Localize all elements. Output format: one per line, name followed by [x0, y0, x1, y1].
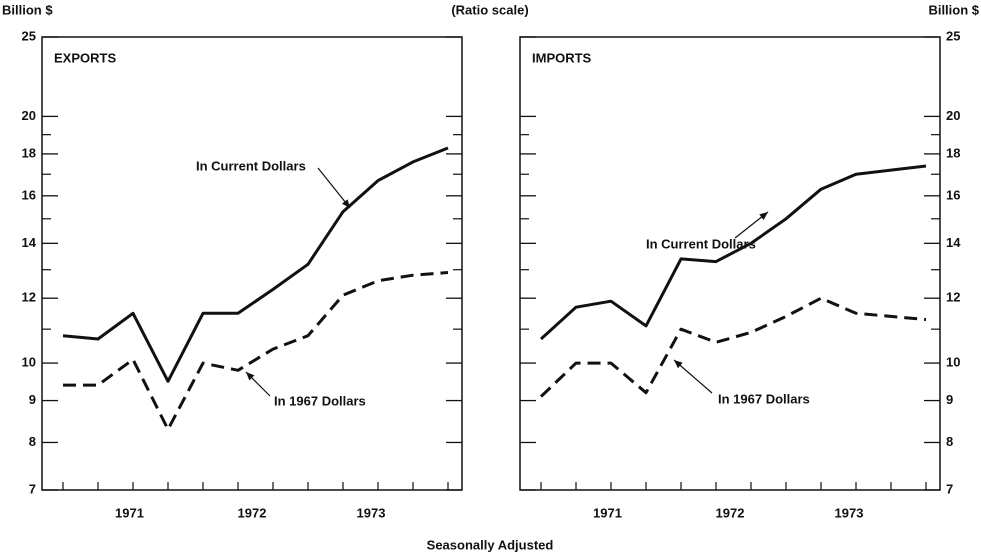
- y-tick-label: 8: [29, 434, 36, 449]
- y-tick-label: 14: [22, 235, 37, 250]
- y-tick-label: 16: [946, 187, 960, 202]
- x-tick-label: 1972: [238, 505, 267, 520]
- series-label: In 1967 Dollars: [274, 393, 366, 408]
- y-tick-label: 12: [946, 290, 960, 305]
- y-tick-label: 9: [946, 392, 953, 407]
- x-tick-label: 1971: [593, 505, 622, 520]
- y-axis-label: Billion $: [2, 2, 53, 17]
- scale-note: (Ratio scale): [451, 2, 528, 17]
- series-label: In 1967 Dollars: [718, 391, 810, 406]
- series-line: [539, 296, 927, 398]
- y-tick-label: 18: [946, 145, 960, 160]
- x-tick-label: 1973: [835, 505, 864, 520]
- annotation-arrow: [734, 211, 769, 239]
- y-tick-label: 7: [946, 481, 953, 496]
- y-tick-label: 10: [22, 355, 36, 370]
- x-tick-label: 1971: [115, 505, 144, 520]
- y-tick-label: 25: [22, 28, 36, 43]
- annotation-arrow: [673, 359, 713, 394]
- panel-title: IMPORTS: [532, 50, 592, 65]
- series-line: [62, 146, 449, 383]
- y-tick-label: 12: [22, 290, 36, 305]
- plot-frame: [41, 36, 463, 491]
- panel-title: EXPORTS: [54, 50, 116, 65]
- y-tick-label: 9: [29, 392, 36, 407]
- x-tick-label: 1972: [716, 505, 745, 520]
- y-tick-label: 20: [22, 108, 36, 123]
- y-tick-label: 20: [946, 108, 960, 123]
- y-tick-label: 8: [946, 434, 953, 449]
- y-tick-label: 18: [22, 145, 36, 160]
- series-line: [539, 164, 927, 341]
- series-line: [63, 271, 449, 431]
- series-label: In Current Dollars: [646, 236, 756, 251]
- plot-frame: [519, 36, 941, 491]
- y-axis-label: Billion $: [928, 2, 979, 17]
- footer: Seasonally Adjusted: [427, 537, 554, 552]
- series-label: In Current Dollars: [196, 158, 306, 173]
- annotation-arrow: [245, 371, 271, 397]
- y-tick-label: 10: [946, 355, 960, 370]
- y-tick-label: 7: [29, 481, 36, 496]
- y-tick-label: 25: [946, 28, 960, 43]
- y-tick-label: 14: [946, 235, 961, 250]
- y-tick-label: 16: [22, 187, 36, 202]
- x-tick-label: 1973: [357, 505, 386, 520]
- annotation-arrow: [317, 167, 351, 209]
